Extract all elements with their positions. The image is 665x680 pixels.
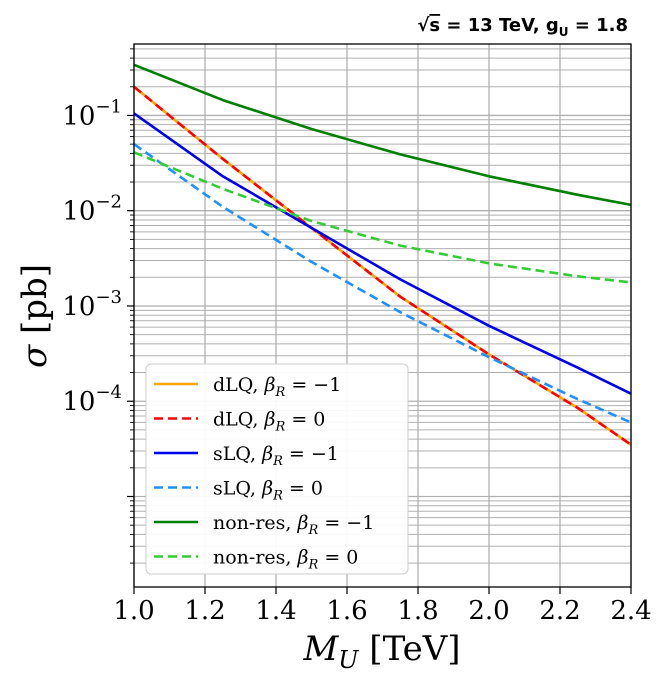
legend-label-2: sLQ, βR = −1 bbox=[213, 443, 339, 469]
legend-label-prefix: non-res, bbox=[213, 512, 298, 534]
y-tick-exponent: −1 bbox=[95, 96, 122, 117]
x-tick-label: 2.2 bbox=[539, 596, 580, 626]
title-g-value: = 1.8 bbox=[568, 15, 628, 36]
x-tick-label: 1.2 bbox=[184, 596, 225, 626]
legend-beta-sub: R bbox=[272, 489, 283, 504]
x-tick-label: 1.4 bbox=[255, 596, 296, 626]
legend-label-1: dLQ, βR = 0 bbox=[213, 409, 325, 435]
legend-beta-sub: R bbox=[272, 454, 283, 469]
x-axis-title-unit: [TeV] bbox=[359, 629, 461, 669]
title-g: g bbox=[546, 15, 559, 36]
legend-beta-symbol: β bbox=[297, 547, 309, 569]
legend-label-0: dLQ, βR = −1 bbox=[213, 374, 341, 400]
legend-beta-symbol: β bbox=[264, 374, 276, 396]
series-line-4 bbox=[133, 63, 632, 207]
y-tick-base: 10 bbox=[62, 197, 95, 227]
y-tick-base: 10 bbox=[62, 387, 95, 417]
x-axis-title-sub: U bbox=[338, 646, 359, 674]
legend-label-3: sLQ, βR = 0 bbox=[213, 478, 323, 504]
legend-label-prefix: sLQ, bbox=[213, 443, 262, 465]
legend-label-prefix: dLQ, bbox=[213, 374, 265, 396]
series-line-3 bbox=[133, 143, 632, 424]
title-energy: = 13 TeV, bbox=[440, 15, 546, 36]
chart-title: √s = 13 TeV, gU = 1.8 bbox=[417, 15, 628, 39]
y-tick-label: 10−3 bbox=[62, 287, 122, 322]
x-tick-label: 2.0 bbox=[468, 596, 509, 626]
series-lines bbox=[133, 63, 632, 446]
y-tick-exponent: −2 bbox=[95, 192, 122, 213]
legend-beta-value: = −1 bbox=[318, 512, 374, 534]
legend-box bbox=[145, 363, 409, 575]
legend-label-4: non-res, βR = −1 bbox=[213, 512, 374, 538]
legend-beta-symbol: β bbox=[264, 409, 276, 431]
legend-beta-value: = 0 bbox=[285, 409, 325, 431]
x-tick-label: 2.4 bbox=[610, 596, 651, 626]
y-axis-title-var: σ bbox=[15, 344, 55, 368]
y-tick-exponent: −4 bbox=[95, 382, 122, 403]
y-tick-label: 10−2 bbox=[62, 192, 122, 227]
legend-beta-value: = −1 bbox=[283, 443, 339, 465]
legend-beta-symbol: β bbox=[261, 443, 273, 465]
legend-label-prefix: non-res, bbox=[213, 547, 298, 569]
y-tick-base: 10 bbox=[62, 101, 95, 131]
series-line-1 bbox=[133, 85, 632, 446]
legend-beta-sub: R bbox=[307, 558, 318, 573]
y-tick-label: 10−1 bbox=[62, 96, 122, 131]
legend-beta-value: = −1 bbox=[285, 374, 341, 396]
y-axis-title: σ [pb] bbox=[15, 264, 55, 368]
x-axis-title: MU [TeV] bbox=[302, 629, 460, 674]
y-tick-exponent: −3 bbox=[95, 287, 122, 308]
title-sqrt: √ bbox=[417, 15, 430, 36]
legend-beta-value: = 0 bbox=[283, 478, 323, 500]
legend-beta-sub: R bbox=[274, 420, 285, 435]
legend-beta-value: = 0 bbox=[318, 547, 358, 569]
y-tick-label: 10−4 bbox=[62, 382, 122, 417]
y-axis-title-unit: [pb] bbox=[15, 264, 55, 345]
series-line-5 bbox=[133, 151, 632, 284]
series-line-2 bbox=[133, 112, 632, 395]
legend-label-prefix: dLQ, bbox=[213, 409, 265, 431]
x-tick-label: 1.8 bbox=[397, 596, 438, 626]
x-axis-title-var: M bbox=[302, 629, 339, 669]
title-g-sub: U bbox=[559, 25, 569, 39]
axis-ticks: 1.0 1.2 1.4 1.6 1.8 2.0 2.2 2.410−110−210−310−4 bbox=[62, 48, 652, 626]
y-tick-base: 10 bbox=[62, 292, 95, 322]
legend-beta-symbol: β bbox=[261, 478, 273, 500]
x-tick-label: 1.0 bbox=[113, 596, 154, 626]
legend-label-prefix: sLQ, bbox=[213, 478, 262, 500]
x-tick-label: 1.6 bbox=[326, 596, 367, 626]
legend-beta-sub: R bbox=[274, 385, 285, 400]
title-s: s bbox=[429, 15, 440, 36]
legend-beta-symbol: β bbox=[297, 512, 309, 534]
legend-beta-sub: R bbox=[307, 523, 318, 538]
legend-label-5: non-res, βR = 0 bbox=[213, 547, 358, 573]
